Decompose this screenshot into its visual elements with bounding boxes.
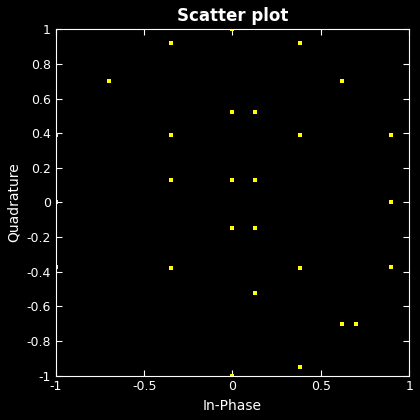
Channel 1 — [354, 321, 359, 326]
Channel 1 — [253, 290, 258, 295]
Channel 1 — [253, 226, 258, 231]
Channel 1 — [389, 264, 394, 269]
Line: Channel 1: Channel 1 — [54, 27, 394, 378]
Channel 1 — [168, 266, 173, 271]
Channel 1 — [339, 321, 344, 326]
Channel 1 — [253, 177, 258, 182]
Channel 1 — [339, 79, 344, 84]
Channel 1 — [253, 110, 258, 115]
Channel 1 — [53, 200, 58, 205]
Channel 1 — [230, 177, 235, 182]
Channel 1 — [168, 41, 173, 46]
Channel 1 — [106, 79, 111, 84]
Channel 1 — [230, 27, 235, 32]
Channel 1 — [230, 373, 235, 378]
Channel 1 — [297, 266, 302, 271]
Channel 1 — [168, 177, 173, 182]
Channel 1 — [53, 132, 58, 137]
Channel 1 — [297, 132, 302, 137]
Channel 1 — [297, 365, 302, 370]
Channel 1 — [389, 132, 394, 137]
Channel 1 — [168, 132, 173, 137]
Channel 1 — [230, 226, 235, 231]
Channel 1 — [230, 110, 235, 115]
Channel 1 — [297, 41, 302, 46]
X-axis label: In-Phase: In-Phase — [203, 399, 262, 413]
Channel 1 — [389, 200, 394, 205]
Y-axis label: Quadrature: Quadrature — [7, 163, 21, 242]
Channel 1 — [53, 264, 58, 269]
Title: Scatter plot: Scatter plot — [177, 7, 288, 25]
